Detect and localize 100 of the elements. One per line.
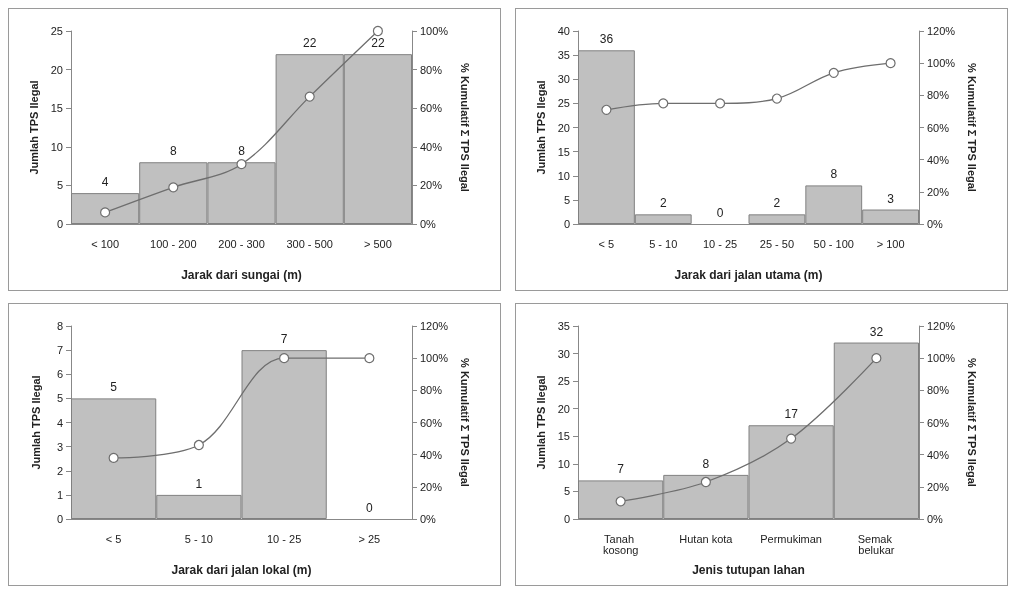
y2-tick-label: 60% bbox=[420, 416, 443, 429]
y-tick-label: 4 bbox=[56, 416, 63, 429]
y-tick-label: 35 bbox=[557, 320, 570, 332]
point bbox=[100, 207, 111, 218]
x-axis-title: Jarak dari sungai (m) bbox=[181, 268, 302, 282]
data-label: 1 bbox=[195, 476, 203, 491]
x-tick-label: 300 - 500 bbox=[286, 237, 333, 250]
y-tick-label: 0 bbox=[563, 218, 570, 230]
y-tick-label: 10 bbox=[557, 457, 570, 470]
y-axis-title: Jumlah TPS Ilegal bbox=[535, 80, 548, 175]
y2-tick-label: 40% bbox=[927, 448, 950, 461]
y-tick-label: 8 bbox=[56, 320, 63, 332]
y-tick-label: 10 bbox=[50, 140, 63, 153]
data-label: 22 bbox=[303, 36, 317, 51]
x-tick-label: Semak belukar bbox=[857, 532, 896, 556]
y-tick-label: 25 bbox=[557, 375, 570, 388]
y-axis-title: Jumlah TPS Ilegal bbox=[29, 375, 42, 470]
y2-tick-label: 100% bbox=[927, 57, 956, 70]
x-tick-label: 50 - 100 bbox=[813, 237, 854, 250]
y-tick-label: 0 bbox=[563, 513, 570, 525]
y-tick-label: 6 bbox=[56, 368, 63, 381]
y2-tick-label: 100% bbox=[420, 352, 449, 365]
y2-tick-label: 80% bbox=[420, 63, 443, 76]
y2-tick-label: 40% bbox=[420, 140, 443, 153]
y2-tick-label: 40% bbox=[927, 153, 950, 166]
point bbox=[615, 496, 626, 507]
x-tick-label: < 100 bbox=[91, 237, 120, 250]
point bbox=[108, 452, 119, 463]
y-tick-label: 30 bbox=[557, 347, 570, 360]
y-tick-label: 15 bbox=[557, 145, 570, 158]
y2-tick-label: 20% bbox=[420, 480, 443, 493]
y2-tick-label: 120% bbox=[927, 25, 956, 37]
point bbox=[871, 353, 882, 364]
y-tick-label: 5 bbox=[56, 179, 63, 192]
y2-tick-label: 80% bbox=[927, 384, 950, 397]
data-label: 3 bbox=[887, 191, 895, 206]
y2-tick-label: 80% bbox=[927, 89, 950, 102]
y-tick-label: 0 bbox=[56, 513, 63, 525]
point bbox=[364, 353, 375, 364]
x-tick-label: Hutan kota bbox=[679, 532, 734, 545]
y-tick-label: 30 bbox=[557, 73, 570, 86]
x-tick-label: > 25 bbox=[358, 532, 381, 545]
y-axis-title: Jumlah TPS Ilegal bbox=[535, 375, 548, 470]
data-label: 7 bbox=[617, 462, 625, 477]
x-tick-label: 5 - 10 bbox=[649, 237, 678, 250]
x-tick-label: 10 - 25 bbox=[267, 532, 302, 545]
x-tick-label: > 500 bbox=[363, 237, 392, 250]
y2-tick-label: 60% bbox=[927, 416, 950, 429]
data-label: 2 bbox=[773, 196, 781, 211]
data-label: 32 bbox=[869, 324, 884, 339]
data-label: 5 bbox=[110, 380, 118, 395]
x-tick-label: 25 - 50 bbox=[759, 237, 795, 250]
data-label: 4 bbox=[101, 175, 109, 190]
y2-tick-label: 0% bbox=[927, 218, 944, 230]
y2-tick-label: 0% bbox=[420, 513, 437, 525]
y-tick-label: 3 bbox=[56, 440, 63, 453]
x-tick-label: 10 - 25 bbox=[702, 237, 738, 250]
x-axis-title: Jenis tutupan lahan bbox=[692, 563, 805, 577]
point bbox=[658, 98, 669, 109]
y2-tick-label: 40% bbox=[420, 448, 443, 461]
y2-tick-label: 80% bbox=[420, 384, 443, 397]
point bbox=[193, 439, 204, 451]
y2-tick-label: 20% bbox=[420, 179, 443, 192]
y2-tick-label: 20% bbox=[927, 480, 950, 493]
x-tick-label: 100 - 200 bbox=[150, 237, 197, 250]
data-label: 8 bbox=[238, 144, 246, 159]
point bbox=[700, 476, 711, 488]
y-axis-title: Jumlah TPS Ilegal bbox=[28, 80, 41, 175]
data-label: 0 bbox=[716, 206, 724, 220]
data-label: 22 bbox=[371, 36, 385, 51]
y2-axis-title: % Kumulatif Σ TPS Ilegal bbox=[965, 358, 978, 487]
point bbox=[786, 433, 797, 444]
data-label: 8 bbox=[702, 456, 710, 471]
data-label: 0 bbox=[366, 501, 374, 515]
y-tick-label: 35 bbox=[557, 49, 570, 62]
point bbox=[279, 353, 290, 364]
y-tick-label: 5 bbox=[563, 485, 570, 498]
point bbox=[771, 93, 783, 104]
y2-tick-label: 0% bbox=[420, 218, 437, 230]
y-tick-label: 15 bbox=[557, 430, 570, 443]
y-tick-label: 20 bbox=[50, 63, 63, 76]
y2-tick-label: 0% bbox=[927, 513, 944, 525]
y-tick-label: 25 bbox=[50, 25, 63, 37]
y-tick-label: 20 bbox=[557, 121, 570, 134]
x-tick-label: 200 - 300 bbox=[218, 237, 265, 250]
data-label: 7 bbox=[280, 332, 288, 347]
point bbox=[885, 58, 896, 69]
y2-tick-label: 60% bbox=[420, 102, 443, 115]
x-tick-label: < 5 bbox=[598, 237, 615, 250]
y2-tick-label: 120% bbox=[420, 320, 449, 332]
y2-axis-title: % Kumulatif Σ TPS Ilegal bbox=[458, 358, 471, 487]
x-tick-label: 5 - 10 bbox=[184, 532, 213, 545]
x-tick-label: Permukiman bbox=[760, 532, 822, 545]
y-tick-label: 40 bbox=[557, 25, 570, 37]
y2-axis-title: % Kumulatif Σ TPS Ilegal bbox=[965, 63, 978, 192]
data-label: 8 bbox=[830, 167, 838, 182]
y-tick-label: 25 bbox=[557, 97, 570, 110]
y-tick-label: 1 bbox=[56, 488, 63, 501]
y2-tick-label: 100% bbox=[420, 25, 449, 37]
data-label: 8 bbox=[169, 144, 177, 159]
